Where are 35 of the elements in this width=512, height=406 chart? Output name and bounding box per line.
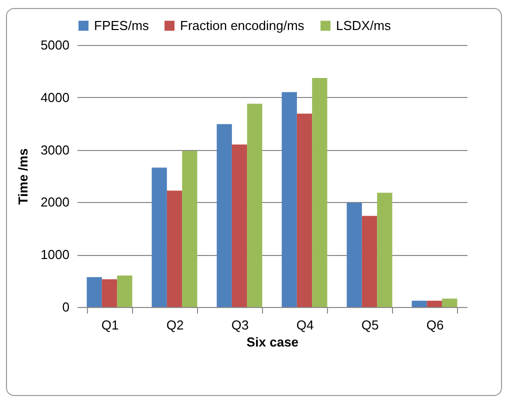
bar <box>216 124 232 307</box>
bar <box>312 78 328 307</box>
bar <box>102 279 118 307</box>
bar <box>182 150 198 307</box>
x-tick-label: Q3 <box>231 318 249 332</box>
y-tick-label: 3000 <box>40 142 70 158</box>
y-tick-label: 1000 <box>40 247 70 262</box>
bar <box>152 168 167 307</box>
legend-label: Fraction encoding/ms <box>180 18 305 33</box>
bar <box>247 104 262 307</box>
x-tick-label: Q6 <box>426 318 444 332</box>
bar <box>166 190 182 307</box>
bar <box>296 114 312 307</box>
bar <box>362 216 378 307</box>
bar <box>86 277 102 307</box>
y-tick-label: 5000 <box>40 38 70 52</box>
bar <box>426 300 442 307</box>
y-tick-label: 0 <box>62 300 70 314</box>
bar <box>282 92 297 307</box>
bar <box>117 276 132 307</box>
y-axis-title: Time /ms <box>16 148 31 205</box>
bar <box>232 144 248 307</box>
x-tick-label: Q2 <box>166 318 184 332</box>
bar <box>442 298 458 307</box>
bar <box>377 192 392 307</box>
bar <box>346 202 362 307</box>
y-tick-label: 2000 <box>40 194 70 210</box>
x-tick-label: Q5 <box>361 318 379 332</box>
bar <box>412 300 427 307</box>
x-tick-label: Q4 <box>296 318 314 332</box>
y-tick-label: 4000 <box>40 90 70 105</box>
x-axis-title: Six case <box>246 334 299 350</box>
legend-label: FPES/ms <box>94 18 150 33</box>
legend-label: LSDX/ms <box>336 18 392 33</box>
x-tick-label: Q1 <box>101 318 119 332</box>
